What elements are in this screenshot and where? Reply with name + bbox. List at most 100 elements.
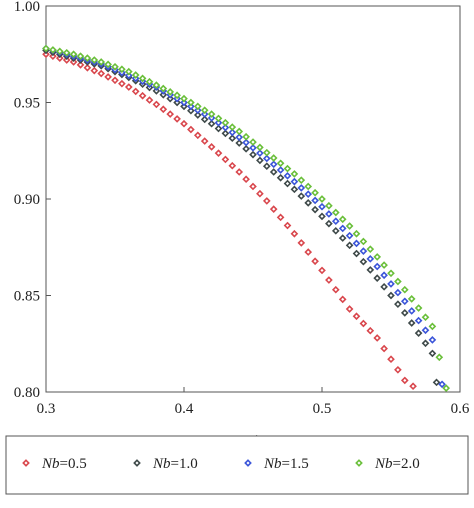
data-point	[276, 213, 285, 222]
data-point	[352, 249, 361, 258]
data-point	[221, 155, 230, 164]
legend-value: =2.0	[393, 456, 420, 472]
x-tick-label: 0.4	[175, 401, 194, 417]
data-point	[338, 295, 347, 304]
data-point	[166, 94, 175, 103]
data-point	[256, 149, 264, 157]
data-point	[262, 162, 271, 171]
data-point	[180, 102, 188, 111]
data-point	[352, 229, 361, 238]
x-tick-label: 0.3	[37, 401, 56, 417]
data-point	[283, 164, 292, 173]
data-point	[311, 196, 319, 205]
data-point	[428, 349, 437, 358]
data-point	[432, 378, 441, 387]
data-point	[83, 54, 92, 62]
data-point	[331, 217, 340, 226]
data-point	[297, 176, 306, 185]
data-point	[366, 266, 375, 274]
data-point	[173, 91, 181, 100]
data-point	[359, 319, 368, 328]
data-point	[338, 234, 347, 242]
data-point	[366, 326, 375, 335]
data-point	[380, 282, 388, 291]
legend-value: =0.5	[60, 456, 87, 472]
data-point	[124, 83, 133, 91]
y-tick-label: 0.85	[14, 289, 40, 305]
series-nb-0-5	[42, 50, 417, 391]
data-point	[325, 210, 333, 218]
data-point	[262, 154, 271, 163]
data-point	[359, 237, 368, 246]
data-point	[442, 384, 451, 392]
data-point	[283, 221, 292, 230]
data-point	[111, 62, 119, 71]
data-point	[256, 143, 264, 152]
data-point	[387, 355, 395, 364]
data-point	[42, 44, 50, 53]
legend-label: Nb=1.0	[152, 456, 198, 472]
data-point	[173, 98, 181, 107]
data-point	[200, 115, 209, 124]
data-point	[76, 61, 85, 69]
data-point	[242, 138, 250, 147]
data-point	[200, 110, 209, 118]
data-point	[193, 106, 202, 115]
data-point	[214, 114, 223, 123]
data-point	[228, 161, 237, 170]
data-point	[400, 309, 409, 317]
data-point	[55, 54, 64, 62]
data-point	[304, 248, 313, 256]
data-point	[290, 185, 299, 194]
legend-parameter: Nb	[41, 456, 60, 472]
y-tick-label: 0.80	[14, 385, 40, 401]
legend-label: Nb=2.0	[374, 456, 420, 472]
data-point	[214, 118, 223, 127]
data-point	[304, 190, 313, 199]
data-point	[269, 154, 278, 162]
data-point	[180, 119, 188, 128]
data-point	[318, 212, 326, 221]
data-point	[221, 129, 230, 138]
data-point	[235, 168, 244, 176]
data-point	[414, 304, 423, 312]
data-point	[373, 253, 382, 261]
data-point	[297, 192, 306, 200]
data-point	[152, 87, 161, 95]
data-point	[373, 274, 382, 282]
data-point	[214, 149, 223, 157]
data-point	[228, 128, 237, 137]
data-point	[394, 300, 402, 309]
data-point	[414, 316, 423, 325]
data-point	[325, 201, 333, 210]
data-point	[373, 262, 382, 271]
data-point	[159, 90, 168, 99]
data-point	[409, 382, 417, 391]
data-point	[97, 58, 106, 66]
legend-parameter: Nb	[152, 456, 171, 472]
data-point	[311, 257, 319, 266]
legend-marker	[244, 459, 252, 467]
data-point	[269, 205, 278, 213]
data-point	[62, 56, 71, 64]
data-point	[221, 118, 230, 127]
data-point	[193, 111, 202, 119]
data-point	[400, 376, 409, 385]
data-point	[145, 77, 154, 86]
data-point	[290, 229, 299, 238]
data-point	[373, 334, 382, 342]
data-point	[421, 313, 430, 322]
data-point	[207, 110, 216, 118]
data-point	[394, 365, 402, 374]
data-point	[83, 63, 92, 72]
data-point	[318, 195, 326, 203]
data-point	[55, 47, 64, 56]
data-point	[221, 123, 230, 132]
data-point	[152, 81, 161, 89]
data-point	[256, 189, 264, 198]
data-point	[345, 305, 354, 313]
data-point	[76, 52, 85, 61]
data-point	[249, 182, 257, 191]
x-tick-label: 0.6	[451, 401, 470, 417]
data-point	[131, 87, 140, 96]
